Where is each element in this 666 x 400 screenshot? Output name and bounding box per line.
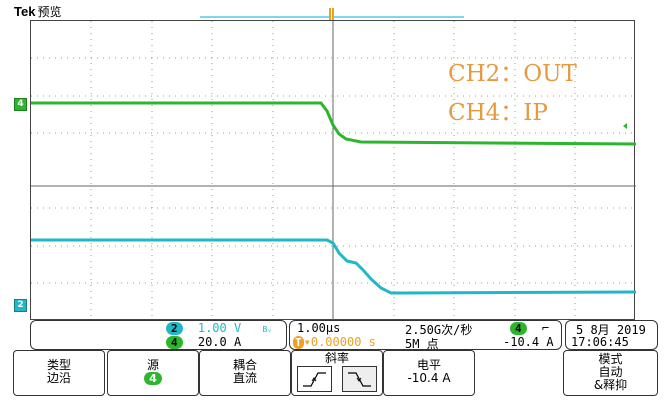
trigger-position-marker[interactable]	[327, 8, 336, 30]
date-label: 5 8月 2019	[576, 323, 646, 337]
menu-source-button[interactable]: 源 4	[107, 350, 199, 396]
record-length: 5M 点	[405, 337, 439, 351]
ch4-scale: 20.0 A	[197, 335, 242, 349]
ch4-ground-marker[interactable]: 4	[14, 98, 27, 111]
datetime-panel	[565, 320, 658, 350]
brand-title: Tek 预览	[14, 4, 62, 19]
ch2-badge: 2	[166, 322, 183, 335]
annotation-ch4: CH4：IP	[448, 100, 548, 126]
falling-edge-icon	[348, 372, 371, 387]
channel-readout-panel	[30, 320, 287, 350]
trigger-icon: T	[293, 336, 304, 349]
horizontal-position[interactable]: T ▾0.00000 s	[293, 335, 376, 349]
mode-label: 预览	[37, 5, 62, 19]
ch4-readout[interactable]: 4 20.0 A	[166, 335, 241, 349]
ch2-scale: 1.00 V	[197, 321, 242, 335]
ch2-bandwidth-indicator: Bᵥ	[262, 325, 273, 334]
ch2-readout[interactable]: 2 1.00 V Bᵥ	[166, 321, 272, 335]
trigger-source-badge: 4	[510, 322, 527, 335]
trigger-source-readout[interactable]: 4 ⌐	[510, 321, 549, 335]
sample-rate: 2.50G次/秒	[405, 323, 473, 337]
annotation-ch2: CH2：OUT	[448, 61, 577, 87]
ch2-ground-marker[interactable]: 2	[14, 299, 27, 312]
slope-falling-option[interactable]	[342, 366, 377, 392]
slope-rising-option[interactable]	[297, 366, 332, 392]
graticule-svg	[31, 21, 637, 321]
menu-type-button[interactable]: 类型 边沿	[13, 350, 105, 396]
ch4-badge: 4	[166, 336, 183, 349]
waveform-display	[30, 20, 637, 321]
menu-coupling-button[interactable]: 耦合 直流	[199, 350, 291, 396]
trigger-level-readout: -10.4 A	[503, 335, 554, 349]
menu-mode-button[interactable]: 模式 自动 &释抑	[563, 350, 658, 396]
menu-level-button[interactable]: 电平 -10.4 A	[383, 350, 475, 396]
ch2-waveform	[31, 238, 637, 295]
timebase-scale[interactable]: 1.00µs	[297, 321, 341, 335]
time-label: 17:06:45	[571, 335, 629, 349]
ch4-waveform	[31, 101, 637, 146]
source-badge: 4	[144, 372, 162, 385]
ch4-trigger-level-arrow	[623, 123, 627, 129]
rising-edge-icon	[303, 372, 326, 387]
trigger-slope-icon: ⌐	[541, 321, 550, 335]
